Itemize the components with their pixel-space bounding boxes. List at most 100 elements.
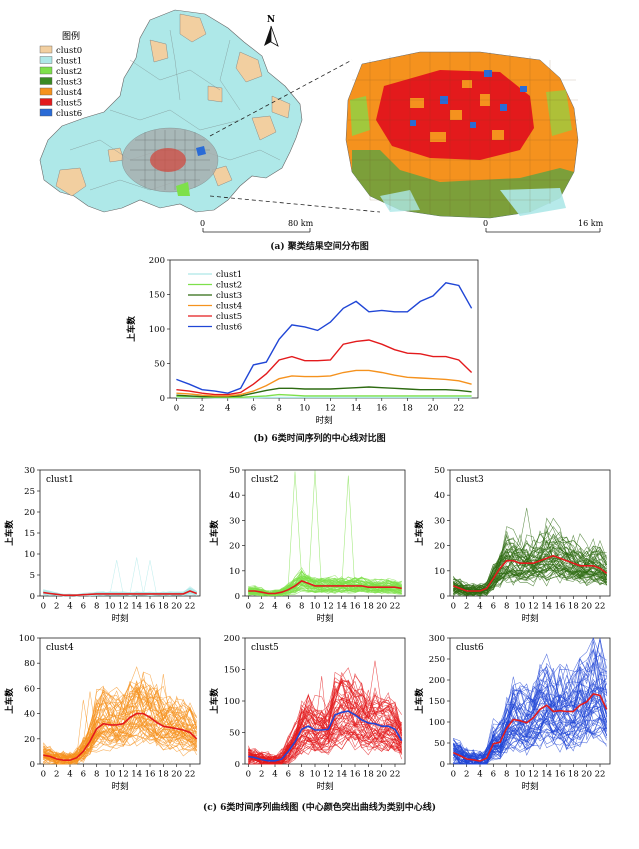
y-tick-label: 50 — [434, 739, 445, 749]
member-line — [43, 737, 197, 765]
x-tick-label: 2 — [54, 770, 59, 780]
y-tick-label: 200 — [149, 256, 165, 266]
x-tick-label: 4 — [477, 602, 482, 612]
y-tick-label: 0 — [235, 760, 240, 770]
x-tick-label: 0 — [41, 770, 46, 780]
y-tick-label: 0 — [235, 592, 240, 602]
scale-bar-left: 0 80 km — [200, 219, 314, 233]
y-tick-label: 0 — [30, 592, 35, 602]
member-line — [453, 722, 607, 765]
cluster-label: clust6 — [456, 643, 484, 653]
y-tick-label: 30 — [24, 466, 35, 476]
member-line — [248, 575, 402, 594]
y-tick-label: 50 — [229, 466, 240, 476]
x-tick-label: 22 — [453, 404, 464, 414]
x-tick-label: 16 — [350, 602, 361, 612]
center-line — [43, 590, 197, 596]
cluster-label: clust2 — [251, 475, 279, 485]
zoom-city-map — [345, 51, 579, 219]
legend-swatch-clust0 — [39, 45, 53, 54]
x-tick-label: 18 — [158, 602, 169, 612]
x-tick-label: 18 — [568, 602, 579, 612]
x-axis-label: 时刻 — [111, 613, 128, 624]
x-tick-label: 12 — [528, 602, 539, 612]
y-axis-label: 上车数 — [414, 520, 425, 546]
x-tick-label: 8 — [299, 602, 304, 612]
member-line — [248, 729, 402, 765]
y-tick-label: 30 — [434, 516, 445, 526]
x-tick-label: 20 — [428, 404, 439, 414]
cluster-label: clust1 — [46, 475, 74, 485]
x-tick-label: 18 — [568, 770, 579, 780]
x-tick-label: 18 — [402, 404, 413, 414]
x-tick-label: 6 — [81, 602, 86, 612]
zoom-connector-top — [209, 59, 353, 137]
member-line — [43, 696, 197, 761]
member-line — [43, 707, 197, 765]
member-line — [43, 679, 197, 763]
legend-label-clust2: clust2 — [56, 67, 82, 77]
y-tick-label: 20 — [434, 542, 445, 552]
x-tick-label: 12 — [323, 770, 334, 780]
y-tick-label: 10 — [24, 550, 35, 560]
x-tick-label: 2 — [464, 602, 469, 612]
x-tick-label: 20 — [171, 602, 182, 612]
x-tick-label: 0 — [246, 770, 251, 780]
member-line — [453, 558, 607, 593]
y-tick-label: 40 — [229, 491, 240, 501]
x-tick-label: 6 — [286, 770, 291, 780]
y-axis-label: 上车数 — [209, 688, 220, 714]
x-tick-label: 20 — [171, 770, 182, 780]
x-tick-label: 2 — [259, 770, 264, 780]
member-line — [248, 714, 402, 765]
legend-label-clust0: clust0 — [56, 46, 82, 56]
x-tick-label: 6 — [491, 770, 496, 780]
member-line — [453, 533, 607, 595]
y-tick-label: 150 — [224, 666, 240, 676]
y-tick-label: 100 — [19, 634, 35, 644]
x-tick-label: 2 — [464, 770, 469, 780]
x-tick-label: 14 — [336, 602, 347, 612]
y-axis-label: 上车数 — [209, 520, 220, 546]
member-lines — [43, 557, 197, 597]
member-line — [453, 526, 607, 589]
x-axis-label: 时刻 — [521, 613, 538, 624]
x-tick-label: 16 — [555, 602, 566, 612]
x-tick-label: 20 — [376, 770, 387, 780]
y-tick-label: 200 — [224, 634, 240, 644]
x-tick-label: 16 — [145, 602, 156, 612]
legend-swatch-clust2 — [39, 66, 53, 75]
plot-frame — [39, 637, 201, 765]
x-tick-label: 4 — [67, 602, 72, 612]
x-tick-label: 14 — [131, 602, 142, 612]
x-tick-label: 8 — [94, 770, 99, 780]
x-tick-label: 8 — [504, 602, 509, 612]
center-line — [43, 712, 198, 761]
x-tick-label: 16 — [350, 770, 361, 780]
member-line — [453, 647, 607, 765]
y-tick-label: 100 — [429, 718, 445, 728]
y-tick-label: 5 — [30, 571, 35, 581]
y-axis-label: 上车数 — [4, 688, 15, 714]
member-line — [248, 471, 402, 594]
y-tick-label: 25 — [24, 487, 35, 497]
y-tick-label: 150 — [429, 697, 445, 707]
x-tick-label: 8 — [94, 602, 99, 612]
center-lines-chart: 0 50 100 150 200 0 2 4 6 8 10 12 14 16 18 20 22 时刻 上车数 clus… — [126, 256, 479, 426]
x-tick-label: 0 — [174, 404, 179, 414]
zoom-connector-bottom — [209, 195, 381, 213]
legend-label-clust5: clust5 — [56, 99, 82, 109]
legend-label-clust3: clust3 — [56, 78, 82, 88]
plot-frame — [244, 469, 406, 597]
y-tick-label: 50 — [154, 360, 165, 370]
caption-c: (c) 6类时间序列曲线图 (中心颜色突出曲线为类别中心线) — [202, 803, 437, 813]
legend-label-clust5: clust5 — [216, 312, 242, 322]
scale-right-zero: 0 — [483, 219, 488, 228]
member-line — [453, 671, 607, 759]
x-tick-label: 10 — [105, 602, 116, 612]
y-tick-label: 20 — [24, 508, 35, 518]
legend-swatch-clust3 — [39, 77, 53, 85]
center-line — [248, 579, 402, 595]
member-line — [248, 667, 402, 764]
